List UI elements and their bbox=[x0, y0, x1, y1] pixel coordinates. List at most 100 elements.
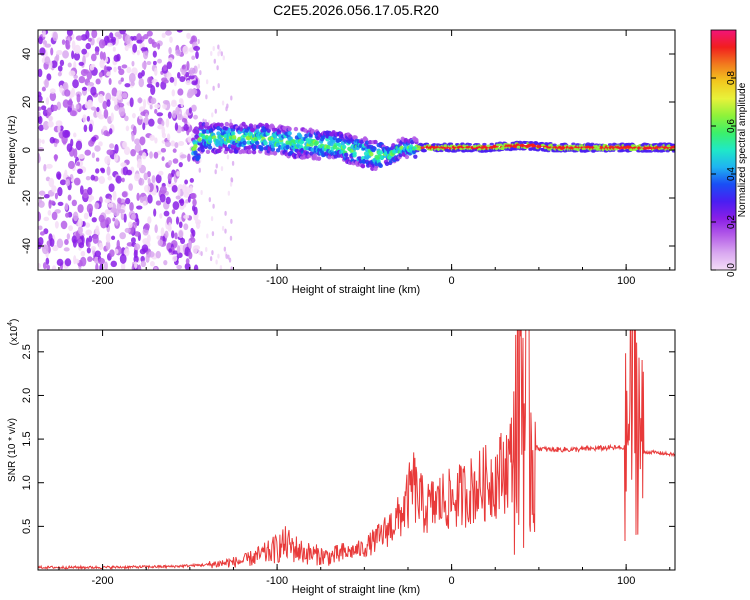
noise-blob bbox=[111, 87, 118, 97]
noise-blob bbox=[67, 160, 75, 170]
noise-blob bbox=[95, 78, 101, 85]
noise-blob bbox=[137, 158, 142, 167]
noise-blob bbox=[92, 234, 99, 244]
noise-blob bbox=[94, 145, 101, 152]
sparse-blob bbox=[221, 225, 225, 231]
noise-blob bbox=[64, 258, 72, 267]
noise-blob bbox=[130, 149, 136, 157]
y-tick-label: 1.0 bbox=[21, 475, 33, 490]
sparse-blob bbox=[214, 169, 217, 175]
noise-blob bbox=[90, 53, 97, 62]
noise-blob bbox=[45, 163, 53, 169]
sparse-blob bbox=[217, 253, 220, 259]
noise-blob bbox=[47, 209, 52, 216]
noise-blob bbox=[82, 188, 89, 199]
noise-blob bbox=[42, 120, 50, 131]
signal-blob bbox=[379, 155, 385, 160]
sparse-blob bbox=[205, 79, 209, 85]
noise-blob bbox=[157, 124, 164, 130]
y-tick-label: -20 bbox=[21, 190, 33, 206]
noise-blob bbox=[83, 212, 89, 220]
noise-blob bbox=[164, 30, 172, 36]
signal-blob bbox=[207, 145, 213, 150]
noise-blob bbox=[113, 66, 117, 73]
noise-blob bbox=[150, 85, 156, 96]
noise-blob bbox=[146, 61, 152, 66]
noise-blob bbox=[119, 253, 127, 264]
noise-blob bbox=[68, 225, 73, 232]
noise-blob bbox=[48, 177, 55, 188]
sparse-blob bbox=[221, 100, 225, 106]
noise-blob bbox=[51, 265, 57, 270]
noise-blob bbox=[84, 149, 91, 156]
noise-blob bbox=[64, 169, 68, 178]
noise-blob bbox=[116, 90, 123, 100]
noise-blob bbox=[156, 112, 164, 117]
noise-blob bbox=[85, 42, 91, 50]
noise-blob bbox=[42, 40, 48, 45]
sparse-blob bbox=[200, 189, 203, 195]
snr-series-line bbox=[38, 330, 675, 570]
noise-blob bbox=[88, 235, 93, 243]
noise-blob bbox=[176, 30, 183, 33]
noise-blob bbox=[62, 129, 70, 138]
noise-blob bbox=[159, 193, 166, 203]
signal-blob bbox=[287, 126, 292, 132]
noise-blob bbox=[77, 218, 83, 228]
noise-blob bbox=[107, 175, 112, 181]
noise-blob bbox=[98, 39, 106, 49]
noise-blob bbox=[109, 143, 115, 149]
noise-blob bbox=[91, 152, 95, 159]
noise-blob bbox=[49, 91, 57, 102]
noise-blob bbox=[176, 245, 181, 254]
signal-blob bbox=[266, 128, 271, 133]
sparse-blob bbox=[229, 235, 233, 241]
signal-blob bbox=[360, 163, 366, 169]
noise-blob bbox=[131, 113, 136, 119]
noise-blob bbox=[151, 41, 158, 48]
snr-panel: -200 -100 0 100 0.5 1.0 1.5 2.0 2.5 Height of st… bbox=[7, 319, 676, 596]
noise-blob bbox=[144, 223, 150, 231]
noise-blob bbox=[183, 223, 189, 231]
noise-blob bbox=[174, 232, 178, 240]
colorbar-tick-label: 0.8 bbox=[726, 71, 737, 85]
noise-blob bbox=[103, 65, 108, 75]
signal-blob bbox=[224, 121, 230, 127]
sparse-blob bbox=[197, 63, 201, 69]
sparse-blob bbox=[210, 216, 214, 222]
noise-blob bbox=[76, 93, 81, 103]
noise-blob bbox=[110, 260, 118, 268]
noise-blob bbox=[98, 114, 105, 120]
noise-blob bbox=[159, 213, 163, 219]
noise-blob bbox=[102, 100, 108, 110]
noise-blob bbox=[134, 143, 142, 154]
noise-blob bbox=[119, 30, 126, 35]
noise-blob bbox=[103, 130, 109, 137]
noise-blob bbox=[160, 227, 165, 237]
noise-blob bbox=[134, 243, 141, 251]
noise-blob bbox=[128, 183, 134, 191]
noise-blob bbox=[75, 140, 83, 151]
noise-blob bbox=[105, 232, 111, 243]
noise-blob bbox=[157, 42, 161, 50]
noise-blob bbox=[171, 209, 176, 215]
spectrogram-xlabel: Height of straight line (km) bbox=[292, 284, 420, 296]
noise-blob bbox=[180, 237, 186, 244]
noise-blob bbox=[155, 174, 162, 184]
noise-blob bbox=[59, 59, 65, 67]
noise-blob bbox=[111, 235, 116, 241]
noise-blob bbox=[147, 194, 153, 204]
noise-blob bbox=[141, 61, 147, 70]
noise-blob bbox=[73, 132, 77, 138]
sparse-blob bbox=[220, 166, 224, 172]
noise-blob bbox=[102, 51, 106, 61]
signal-blob bbox=[413, 154, 418, 159]
noise-blob bbox=[188, 240, 192, 249]
noise-blob bbox=[104, 155, 111, 165]
noise-blob bbox=[110, 112, 114, 122]
noise-blob bbox=[86, 115, 91, 122]
noise-blob bbox=[187, 153, 191, 162]
noise-blob bbox=[193, 45, 201, 52]
noise-blob bbox=[38, 106, 42, 111]
